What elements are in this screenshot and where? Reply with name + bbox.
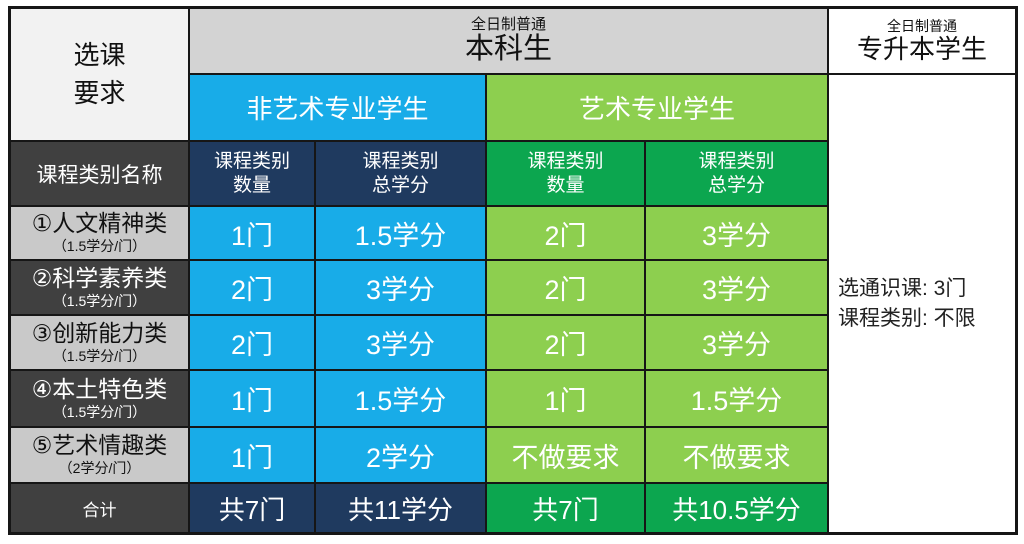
cell-local-art-count: 1门 bbox=[487, 371, 644, 426]
upgrade-student-note: 选通识课: 3门 课程类别: 不限 bbox=[829, 75, 1015, 532]
row-label-main: ①人文精神类 bbox=[31, 210, 168, 237]
cell-artinterest-art-credit: 不做要求 bbox=[646, 428, 827, 482]
row-label-main: ③创新能力类 bbox=[31, 319, 168, 346]
subheader-text: 课程类别 bbox=[362, 150, 439, 172]
subheader-art-count: 课程类别 数量 bbox=[487, 142, 644, 205]
cell-artinterest-nonart-count: 1门 bbox=[190, 428, 314, 482]
total-nonart-credit: 共11学分 bbox=[316, 484, 485, 532]
row-label-sub: （1.5学分/门） bbox=[52, 347, 147, 364]
header-upgrade-student: 全日制普通 专升本学生 bbox=[829, 9, 1015, 73]
subheader-text: 课程类别 bbox=[698, 150, 775, 172]
header-non-art-students: 非艺术专业学生 bbox=[190, 75, 485, 140]
cell-innovation-art-credit: 3学分 bbox=[646, 316, 827, 369]
cell-science-art-count: 2门 bbox=[487, 261, 644, 314]
corner-title: 选课 要求 bbox=[11, 9, 188, 140]
cell-humanity-nonart-credit: 1.5学分 bbox=[316, 207, 485, 259]
cell-local-nonart-count: 1门 bbox=[190, 371, 314, 426]
row-label-main: ②科学素养类 bbox=[31, 264, 168, 291]
cell-artinterest-nonart-credit: 2学分 bbox=[316, 428, 485, 482]
corner-title-line1: 选课 bbox=[73, 39, 126, 70]
cell-humanity-nonart-count: 1门 bbox=[190, 207, 314, 259]
subheader-art-credit: 课程类别 总学分 bbox=[646, 142, 827, 205]
cell-innovation-art-count: 2门 bbox=[487, 316, 644, 369]
cell-humanity-art-credit: 3学分 bbox=[646, 207, 827, 259]
row-label-main: ④本土特色类 bbox=[31, 375, 168, 402]
cell-innovation-nonart-credit: 3学分 bbox=[316, 316, 485, 369]
total-art-credit: 共10.5学分 bbox=[646, 484, 827, 532]
row-label-sub: （1.5学分/门） bbox=[52, 292, 147, 309]
row-label-main: ⑤艺术情趣类 bbox=[31, 432, 168, 459]
cell-local-nonart-credit: 1.5学分 bbox=[316, 371, 485, 426]
total-row-label: 合计 bbox=[11, 484, 188, 532]
total-nonart-count: 共7门 bbox=[190, 484, 314, 532]
header-undergraduate-big: 本科生 bbox=[464, 33, 552, 66]
cell-science-art-credit: 3学分 bbox=[646, 261, 827, 314]
row-label-sub: （1.5学分/门） bbox=[52, 238, 147, 255]
cell-humanity-art-count: 2门 bbox=[487, 207, 644, 259]
header-undergraduate-small: 全日制普通 bbox=[470, 15, 546, 33]
subheader-nonart-credit: 课程类别 总学分 bbox=[316, 142, 485, 205]
row-label-sub: （2学分/门） bbox=[58, 460, 141, 477]
subheader-text: 数量 bbox=[232, 174, 271, 196]
subheader-text: 课程类别 bbox=[527, 150, 604, 172]
subheader-text: 数量 bbox=[546, 174, 585, 196]
header-undergraduate: 全日制普通 本科生 bbox=[190, 9, 827, 73]
row-label-science: ②科学素养类 （1.5学分/门） bbox=[11, 261, 188, 314]
header-upgrade-big: 专升本学生 bbox=[856, 34, 987, 65]
cell-innovation-nonart-count: 2门 bbox=[190, 316, 314, 369]
row-label-local-feature: ④本土特色类 （1.5学分/门） bbox=[11, 371, 188, 426]
subheader-text: 总学分 bbox=[371, 174, 429, 196]
cell-science-nonart-count: 2门 bbox=[190, 261, 314, 314]
row-label-art-interest: ⑤艺术情趣类 （2学分/门） bbox=[11, 428, 188, 482]
note-line2: 课程类别: 不限 bbox=[838, 306, 976, 330]
subheader-text: 课程类别 bbox=[213, 150, 290, 172]
note-line1: 选通识课: 3门 bbox=[838, 277, 967, 301]
subheader-category-name: 课程类别名称 bbox=[11, 142, 188, 205]
course-selection-table: 选课 要求 全日制普通 本科生 全日制普通 专升本学生 非艺术专业学生 艺术专业… bbox=[8, 6, 1018, 535]
subheader-text: 总学分 bbox=[707, 174, 765, 196]
row-label-humanity: ①人文精神类 （1.5学分/门） bbox=[11, 207, 188, 259]
total-art-count: 共7门 bbox=[487, 484, 644, 532]
subheader-nonart-count: 课程类别 数量 bbox=[190, 142, 314, 205]
cell-artinterest-art-count: 不做要求 bbox=[487, 428, 644, 482]
row-label-innovation: ③创新能力类 （1.5学分/门） bbox=[11, 316, 188, 369]
corner-title-line2: 要求 bbox=[73, 77, 126, 108]
cell-local-art-credit: 1.5学分 bbox=[646, 371, 827, 426]
header-upgrade-small: 全日制普通 bbox=[887, 18, 957, 35]
row-label-sub: （1.5学分/门） bbox=[52, 403, 147, 420]
header-art-students: 艺术专业学生 bbox=[487, 75, 827, 140]
cell-science-nonart-credit: 3学分 bbox=[316, 261, 485, 314]
